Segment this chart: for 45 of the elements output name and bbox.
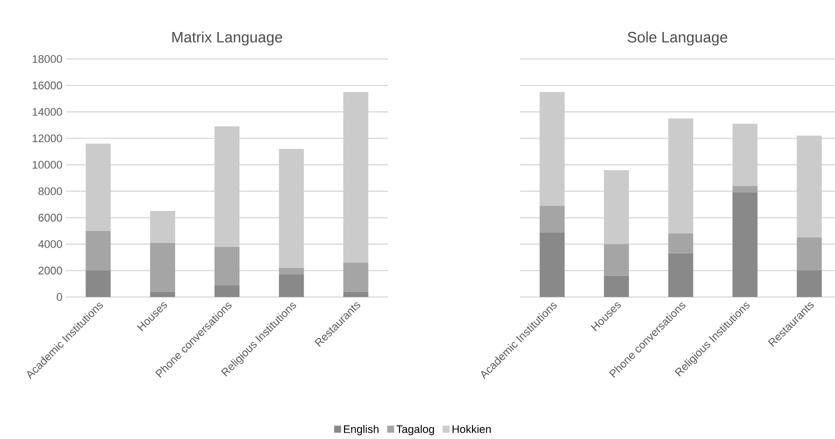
bar	[86, 144, 111, 231]
y-tick-label: 10000	[32, 160, 62, 169]
bar	[668, 234, 694, 254]
bar	[604, 244, 629, 276]
bar	[86, 270, 111, 297]
y-tick-label: 2000	[38, 266, 62, 274]
bar	[540, 92, 565, 206]
bar	[732, 186, 758, 193]
y-tick-label: 0	[56, 293, 62, 301]
bar	[796, 237, 822, 271]
bar	[796, 136, 822, 238]
bar	[540, 206, 565, 232]
bar	[668, 118, 694, 234]
bar	[150, 211, 176, 243]
bar	[343, 262, 368, 292]
y-tick-label: 4000	[38, 240, 62, 248]
legend-label: English	[344, 424, 378, 436]
y-tick-label: 6000	[38, 214, 62, 222]
bar	[86, 230, 111, 271]
bar	[604, 170, 629, 244]
legend-label: Hokkien	[452, 424, 491, 434]
chart-title: Matrix Language	[172, 31, 282, 46]
bar	[343, 292, 368, 297]
chart-title: Sole Language	[628, 31, 728, 46]
bar	[214, 246, 240, 286]
bar	[150, 292, 176, 297]
y-tick-label: 16000	[32, 82, 62, 90]
bar	[668, 253, 694, 297]
bar	[278, 274, 304, 297]
bar	[278, 148, 304, 268]
y-tick-label: 18000	[32, 55, 62, 63]
bar	[796, 270, 822, 297]
y-tick-label: 8000	[38, 187, 62, 196]
bar	[214, 126, 240, 247]
bar	[278, 268, 304, 275]
bar	[214, 285, 240, 297]
bar	[732, 124, 758, 186]
bar	[604, 276, 629, 297]
legend-label: Tagalog	[396, 424, 434, 436]
bar	[150, 242, 176, 292]
bar	[343, 92, 368, 263]
y-tick-label: 12000	[32, 134, 62, 142]
bar	[540, 232, 565, 297]
bar	[732, 192, 758, 297]
y-tick-label: 14000	[32, 108, 62, 116]
